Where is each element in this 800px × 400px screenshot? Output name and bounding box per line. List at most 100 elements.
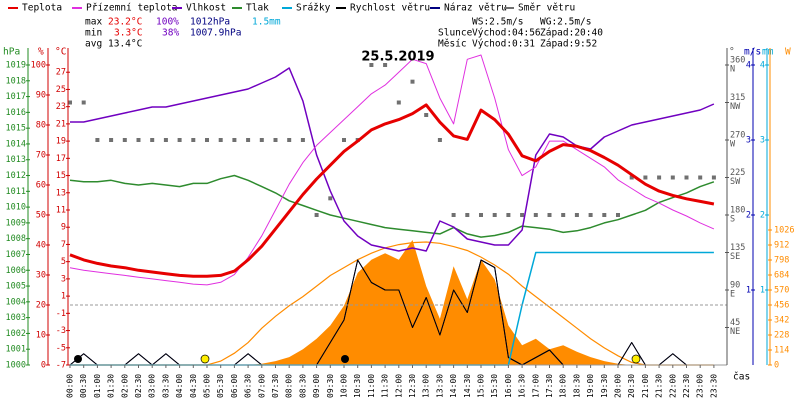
direction-point bbox=[437, 138, 442, 142]
legend-label: Rychlost větru bbox=[350, 3, 430, 14]
x-tick-label: 00:00 bbox=[66, 374, 75, 398]
y-tick-label: 1015 bbox=[6, 124, 26, 134]
direction-point bbox=[574, 213, 579, 217]
direction-point bbox=[383, 63, 388, 67]
info-text: Západ:9:52 bbox=[540, 39, 597, 50]
x-tick-label: 18:30 bbox=[572, 374, 581, 398]
x-tick-label: 20:30 bbox=[627, 374, 636, 398]
y-tick-label: 2 bbox=[746, 211, 751, 221]
x-tick-label: 01:30 bbox=[107, 374, 116, 398]
stat-label: min bbox=[85, 28, 102, 39]
compass-label: NW bbox=[730, 102, 741, 112]
y-tick-label: 20 bbox=[36, 301, 46, 311]
y-tick-label: 3 bbox=[760, 136, 765, 146]
direction-point bbox=[506, 213, 511, 217]
info-text: Měsíc bbox=[438, 39, 467, 50]
info-text: Slunce bbox=[438, 28, 473, 39]
x-tick-label: 12:30 bbox=[408, 374, 417, 398]
direction-point bbox=[259, 138, 264, 142]
x-tick-label: 10:30 bbox=[353, 374, 362, 398]
x-tick-label: 15:30 bbox=[490, 374, 499, 398]
info-text: WS:2.5m/s bbox=[472, 17, 523, 28]
direction-point bbox=[643, 175, 648, 180]
series-line bbox=[69, 54, 715, 286]
direction-point bbox=[314, 213, 319, 217]
y-tick-label: 21 bbox=[56, 119, 66, 129]
x-tick-label: 04:00 bbox=[175, 374, 184, 398]
direction-point bbox=[342, 138, 346, 142]
y-tick-label: 1006 bbox=[6, 266, 26, 276]
plot-area bbox=[68, 54, 716, 366]
y-tick-label: 4 bbox=[760, 61, 765, 71]
y-tick-label: 19 bbox=[56, 137, 66, 147]
chart-title: 25.5.2019 bbox=[361, 50, 434, 65]
compass-label: W bbox=[730, 140, 736, 150]
radiation-area bbox=[70, 240, 714, 365]
direction-point bbox=[136, 138, 141, 142]
y-tick-label: 1019 bbox=[6, 61, 26, 71]
x-tick-label: 23:30 bbox=[709, 374, 718, 398]
y-tick-label: 1014 bbox=[6, 139, 26, 149]
x-axis-label: čas bbox=[733, 372, 750, 383]
x-tick-label: 03:30 bbox=[161, 374, 170, 398]
direction-point bbox=[177, 138, 182, 142]
x-tick-label: 18:00 bbox=[559, 374, 568, 398]
y-tick-label: 1 bbox=[61, 292, 66, 302]
y-tick-label: 70 bbox=[36, 151, 46, 161]
legend-label: Vlhkost bbox=[186, 3, 226, 14]
direction-point bbox=[109, 138, 114, 142]
x-tick-label: 19:00 bbox=[586, 374, 595, 398]
sun-rise-marker bbox=[200, 354, 210, 364]
axis-unit: mm bbox=[762, 47, 774, 58]
y-tick-label: -1 bbox=[56, 309, 66, 319]
x-tick-label: 19:30 bbox=[600, 374, 609, 398]
x-tick-label: 05:30 bbox=[216, 374, 225, 398]
stat-label: max bbox=[85, 17, 102, 28]
x-tick-label: 09:00 bbox=[312, 374, 321, 398]
x-tick-label: 14:30 bbox=[463, 374, 472, 398]
direction-point bbox=[670, 175, 675, 180]
y-tick-label: 80 bbox=[36, 121, 46, 131]
x-tick-label: 12:00 bbox=[394, 374, 403, 398]
direction-point bbox=[328, 196, 333, 201]
stat-value: 1007.9hPa bbox=[190, 28, 241, 39]
direction-point bbox=[410, 79, 415, 84]
x-tick-label: 17:30 bbox=[545, 374, 554, 398]
y-tick-label: 7 bbox=[61, 240, 66, 250]
direction-point bbox=[163, 138, 168, 142]
direction-point bbox=[479, 213, 483, 217]
direction-point bbox=[698, 175, 703, 180]
x-tick-label: 14:00 bbox=[449, 374, 458, 398]
moon-set-marker bbox=[341, 355, 349, 363]
compass-label: N bbox=[730, 65, 735, 75]
y-tick-label: 1012 bbox=[6, 171, 26, 181]
y-tick-label: 342 bbox=[774, 316, 789, 326]
y-tick-label: 1013 bbox=[6, 155, 26, 165]
y-tick-label: 1 bbox=[746, 286, 751, 296]
axis-unit: hPa bbox=[3, 47, 20, 58]
y-tick-label: 90 bbox=[36, 91, 46, 101]
stat-value: 23.2°C bbox=[108, 17, 142, 28]
y-tick-label: 100 bbox=[31, 61, 46, 71]
y-tick-label: 1007 bbox=[6, 250, 26, 260]
direction-point bbox=[205, 138, 209, 142]
y-tick-label: -7 bbox=[56, 361, 66, 371]
direction-point bbox=[657, 175, 662, 180]
stat-value: 13.4°C bbox=[108, 39, 142, 50]
direction-point bbox=[95, 138, 100, 142]
y-tick-label: 3 bbox=[61, 274, 66, 284]
compass-label: SW bbox=[730, 177, 741, 187]
direction-point bbox=[547, 213, 552, 217]
y-tick-label: 1009 bbox=[6, 218, 26, 228]
x-tick-label: 02:00 bbox=[120, 374, 129, 398]
y-tick-label: 684 bbox=[774, 271, 789, 281]
x-tick-label: 21:30 bbox=[655, 374, 664, 398]
direction-point bbox=[492, 213, 497, 217]
compass-label: SE bbox=[730, 252, 740, 262]
y-tick-label: 11 bbox=[56, 206, 66, 216]
x-tick-label: 09:30 bbox=[326, 374, 335, 398]
axis-unit: ° bbox=[729, 47, 735, 58]
direction-point bbox=[465, 213, 470, 217]
y-tick-label: 135 bbox=[730, 243, 745, 253]
stat-value: 38% bbox=[162, 28, 179, 39]
